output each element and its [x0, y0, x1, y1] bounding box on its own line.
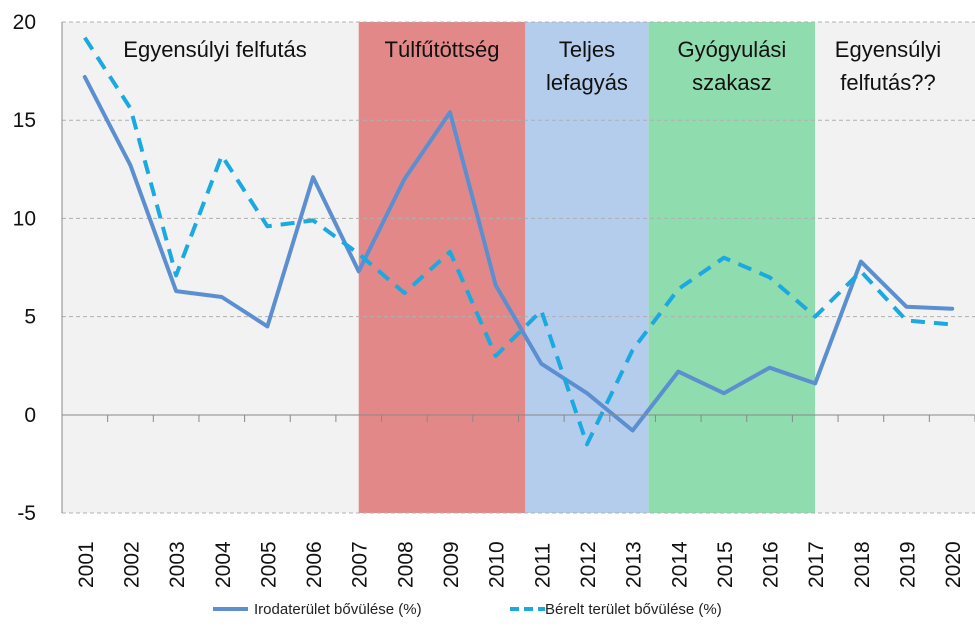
- series-2-point: [128, 106, 132, 110]
- series-2-point: [311, 218, 315, 222]
- y-tick-label: 10: [13, 207, 36, 230]
- series-2-point: [539, 309, 543, 313]
- y-tick-label: 20: [13, 11, 36, 34]
- series-1-point: [448, 110, 452, 114]
- phase-bands: [62, 22, 975, 513]
- phase-label-2: Túlfűtöttség: [385, 37, 500, 62]
- series-2-point: [859, 269, 863, 273]
- x-tick-label: 2001: [75, 541, 98, 588]
- phase-band-4: [648, 22, 816, 513]
- x-tick-label: 2002: [120, 541, 143, 588]
- series-1-point: [768, 366, 772, 370]
- series-1-point: [813, 381, 817, 385]
- series-1-point: [859, 260, 863, 264]
- series-1-point: [631, 429, 635, 433]
- series-lines: [82, 36, 955, 447]
- x-tick-label: 2008: [394, 541, 417, 588]
- x-tick-label: 2007: [349, 541, 372, 588]
- series-2-point: [494, 354, 498, 358]
- phase-band-1: [62, 22, 359, 513]
- phase-label-5: Egyensúlyi felfutás??: [835, 37, 941, 95]
- series-line-1: [82, 75, 955, 433]
- series-1-point: [128, 163, 132, 167]
- series-2-point: [402, 291, 406, 295]
- x-tick-label: 2004: [212, 541, 235, 588]
- legend: Irodaterület bővülése (%) Bérelt terület …: [213, 601, 722, 618]
- phase-band-5: [815, 22, 975, 513]
- series-1-point: [402, 177, 406, 181]
- series-2-point: [722, 256, 726, 260]
- series-2-point: [631, 348, 635, 352]
- series-2-point: [83, 36, 87, 40]
- x-tick-label: 2013: [623, 541, 646, 588]
- y-tick-label: 0: [24, 404, 36, 427]
- series-1-point: [950, 307, 954, 311]
- series-2-point: [357, 252, 361, 256]
- y-tick-label: -5: [17, 502, 36, 525]
- series-1-point: [265, 324, 269, 328]
- x-tick-label: 2012: [577, 541, 600, 588]
- gridlines: [62, 21, 975, 514]
- series-2-point: [905, 319, 909, 323]
- phase-band-2: [358, 22, 526, 513]
- series-1-point: [174, 289, 178, 293]
- phase-labels: Egyensúlyi felfutás Túlfűtöttség Teljes lef…: [123, 37, 941, 95]
- x-tick-label: 2016: [760, 541, 783, 588]
- phase-label-4: Gyógyulási szakasz: [677, 37, 786, 95]
- series-1-point: [311, 175, 315, 179]
- series-1-point: [357, 269, 361, 273]
- x-tick-label: 2017: [805, 541, 828, 588]
- x-tick-label: 2015: [714, 541, 737, 588]
- x-tick-label: 2006: [303, 541, 326, 588]
- phase-label-1: Egyensúlyi felfutás: [123, 37, 306, 62]
- x-tick-label: 2010: [486, 541, 509, 588]
- series-1-point: [676, 370, 680, 374]
- y-tick-label: 5: [24, 306, 36, 329]
- x-tick-label: 2009: [440, 541, 463, 588]
- phase-band-3: [525, 22, 649, 513]
- series-2-point: [265, 224, 269, 228]
- axes: -5 0 5 10 15 20 2001 2002 2003 2004 2005 2006 2007 20…: [13, 11, 975, 588]
- series-2-point: [768, 275, 772, 279]
- x-tick-label: 2011: [531, 543, 554, 588]
- x-tick-label: 2019: [897, 541, 920, 588]
- x-tick-label: 2018: [851, 541, 874, 588]
- series-1-point: [585, 391, 589, 395]
- series-2-point: [950, 322, 954, 326]
- x-tick-label: 2003: [166, 541, 189, 588]
- x-tick-label: 2005: [257, 541, 280, 588]
- series-1-point: [539, 362, 543, 366]
- x-tick-label: 2014: [668, 541, 691, 588]
- series-1-point: [494, 283, 498, 287]
- legend-label-1: Irodaterület bővülése (%): [254, 601, 422, 618]
- series-2-point: [448, 250, 452, 254]
- series-2-point: [174, 273, 178, 277]
- series-2-point: [585, 442, 589, 446]
- x-tick-label: 2020: [942, 541, 965, 588]
- y-tick-label: 15: [13, 109, 36, 132]
- series-1-point: [722, 391, 726, 395]
- phase-label-3: Teljes lefagyás: [546, 37, 628, 95]
- series-1-point: [220, 295, 224, 299]
- legend-label-2: Bérelt terület bővülése (%): [545, 601, 722, 618]
- series-1-point: [83, 75, 87, 79]
- series-2-point: [676, 287, 680, 291]
- series-line-2: [83, 36, 953, 447]
- series-1-point: [905, 305, 909, 309]
- series-2-point: [220, 154, 224, 158]
- series-2-point: [813, 315, 817, 319]
